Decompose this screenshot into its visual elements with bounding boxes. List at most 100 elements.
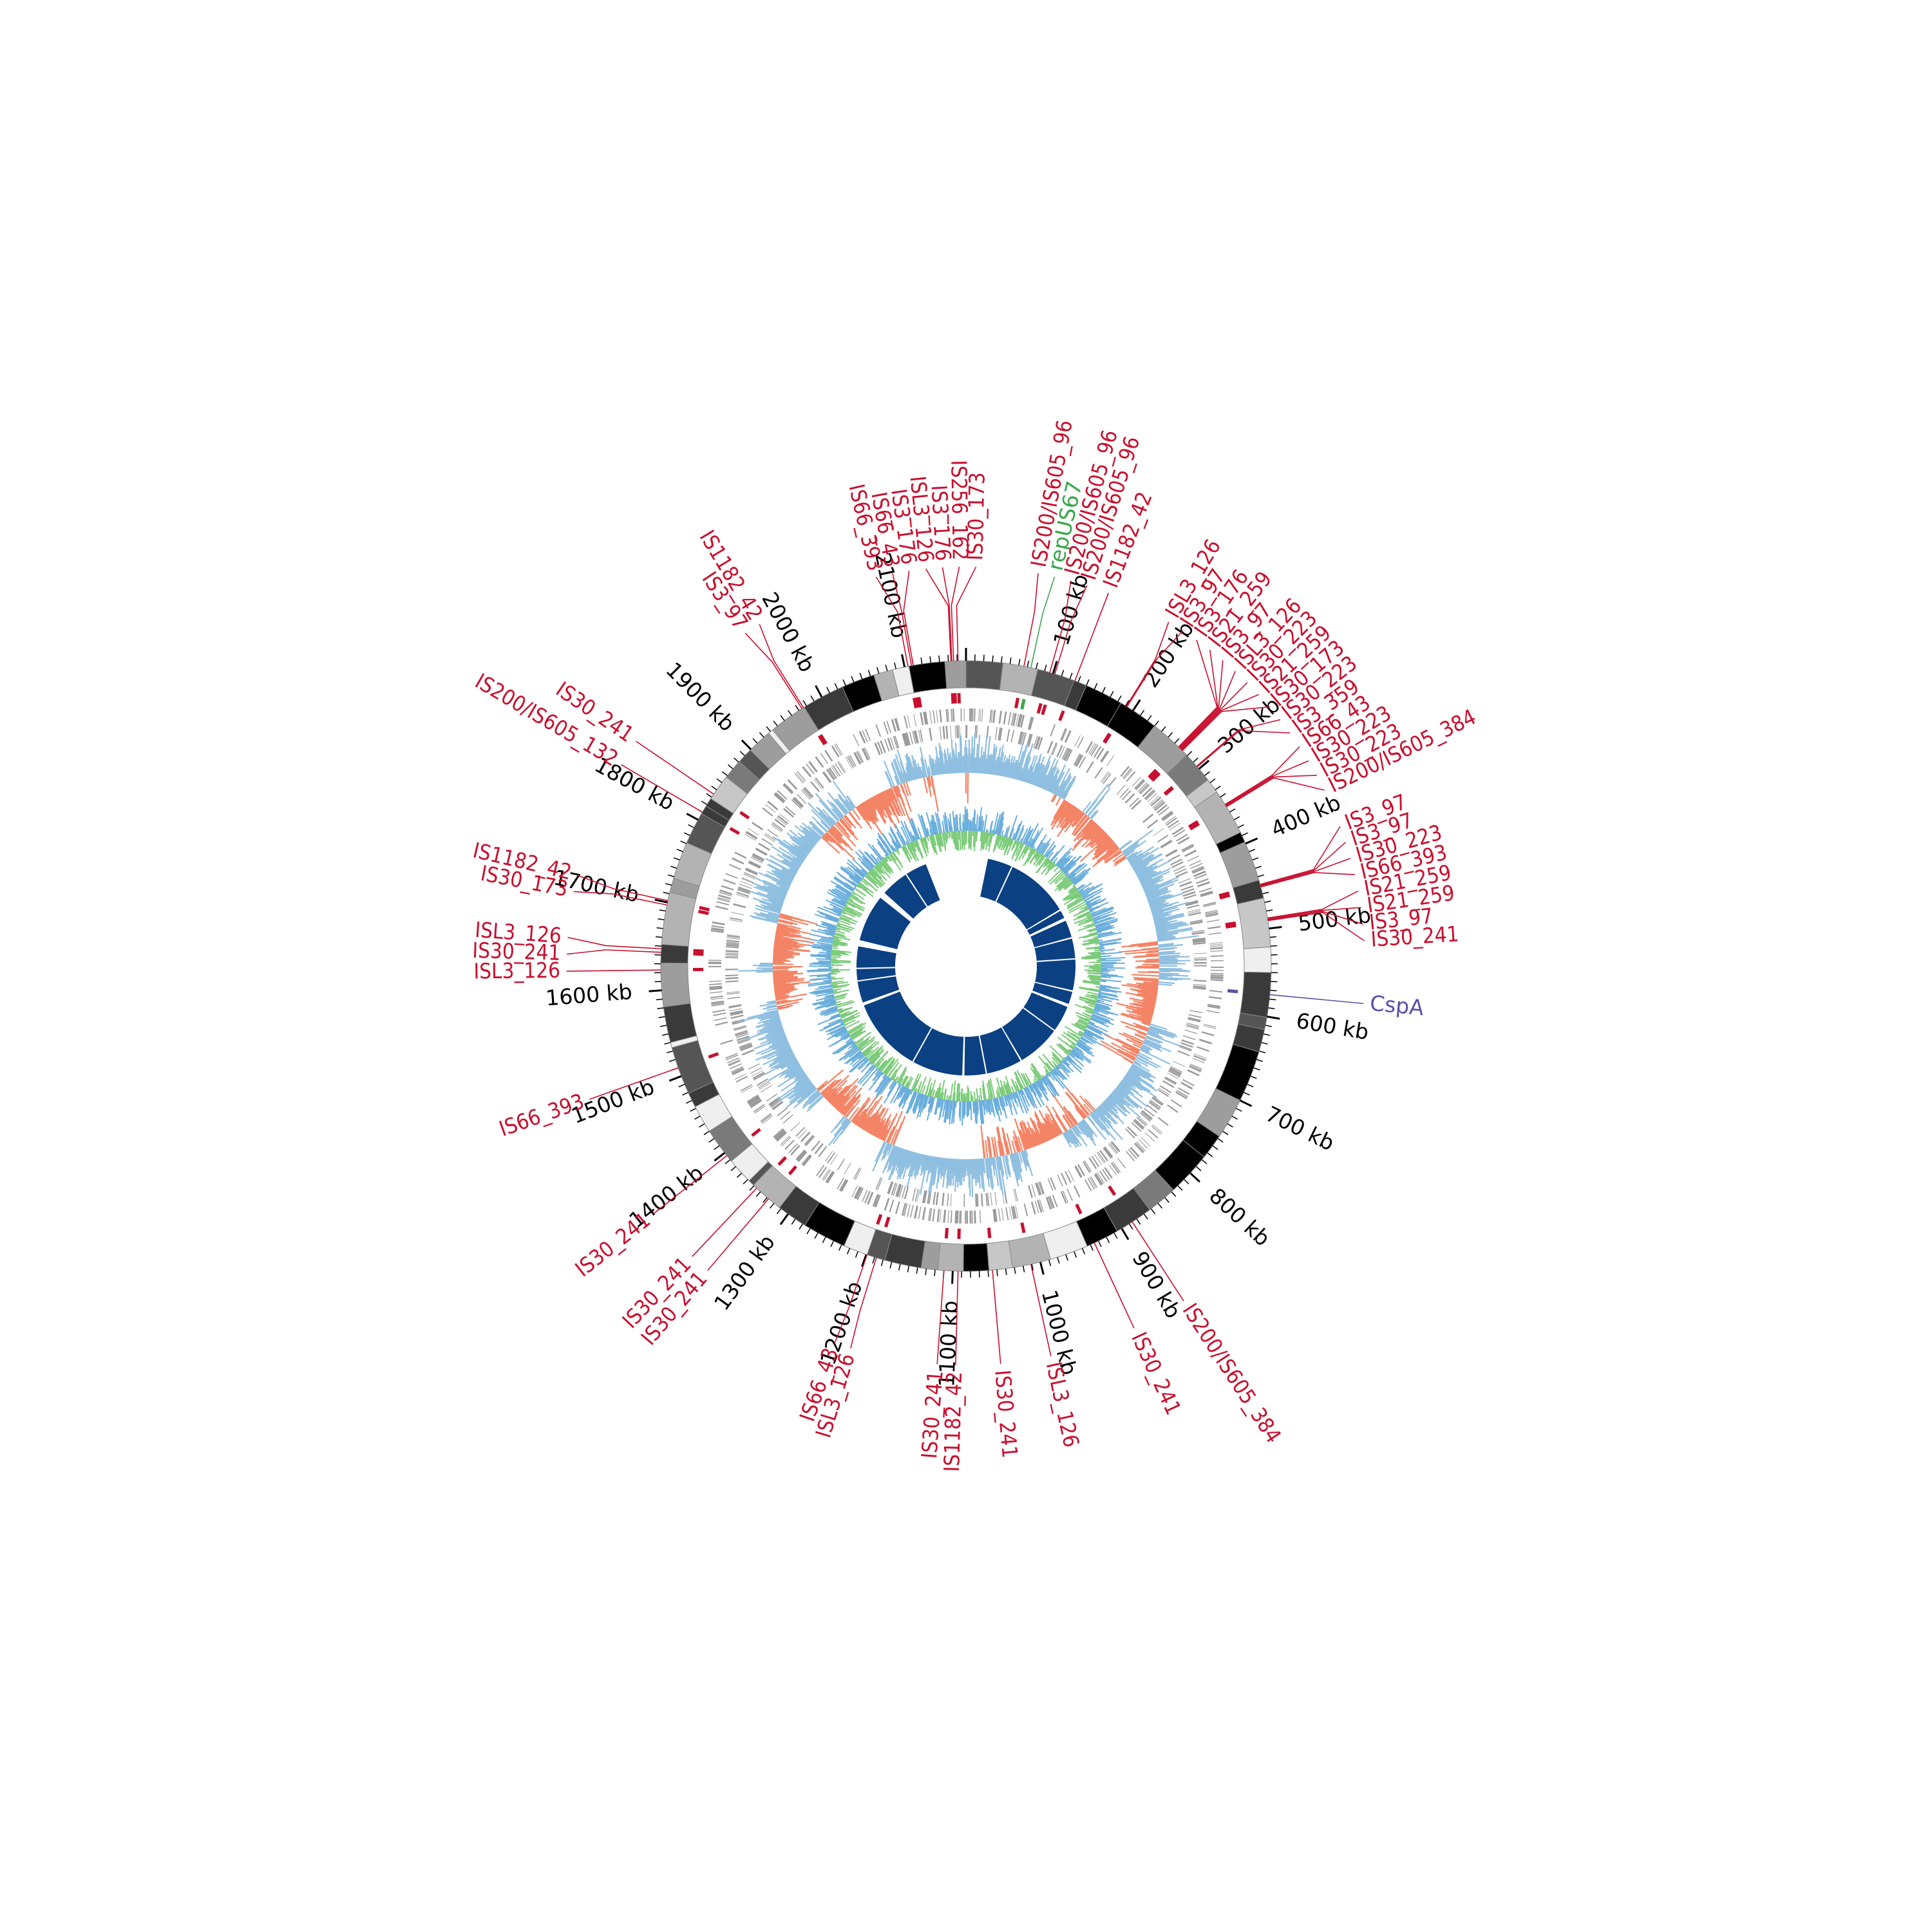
gc-content-bar: [1095, 943, 1100, 945]
gc-content-bar: [974, 831, 977, 851]
gc-skew-bar: [777, 1001, 799, 1008]
gene-feature: [1137, 782, 1148, 792]
gene-feature: [1107, 777, 1117, 788]
gene-feature: [1179, 1045, 1192, 1051]
gc-content-bar: [945, 824, 947, 833]
gc-content-bar: [1087, 1025, 1109, 1037]
gene-feature: [1193, 983, 1206, 986]
gene-feature: [800, 1132, 811, 1142]
scale-tick: [1244, 1092, 1250, 1096]
gene-feature: [1192, 937, 1206, 941]
gene-feature: [736, 1035, 750, 1041]
gc-content-bar: [1005, 825, 1010, 837]
gc-content-bar: [836, 913, 841, 916]
gene-feature: [735, 1033, 749, 1039]
gene-feature: [1177, 837, 1190, 845]
gc-content-bar: [1087, 972, 1101, 975]
gc-content-bar: [880, 1056, 894, 1072]
gc-content-bar: [1030, 839, 1035, 848]
gene-feature: [883, 721, 889, 735]
is-element-mark: [944, 1227, 949, 1239]
gc-content-bar: [1065, 1057, 1082, 1074]
gene-feature: [775, 1130, 786, 1141]
gene-feature: [762, 1115, 773, 1124]
gc-content-bar: [938, 1099, 942, 1108]
gene-feature: [797, 771, 806, 782]
gc-content-bar: [858, 1054, 864, 1060]
scale-tick-label: 1600 kb: [545, 979, 633, 1011]
gene-feature: [895, 1184, 901, 1197]
gc-skew-bar: [808, 821, 824, 836]
gc-content-bar: [1064, 1057, 1068, 1061]
gc-content-bar: [1093, 983, 1101, 986]
gc-content-bar: [876, 1067, 878, 1070]
gene-feature: [851, 1185, 858, 1197]
scale-tick: [668, 1075, 682, 1082]
gc-content-bar: [833, 935, 851, 941]
gc-content-bar: [835, 1001, 841, 1004]
gene-feature: [741, 1049, 755, 1056]
gene-feature: [998, 1208, 1001, 1222]
gene-feature: [1149, 1101, 1160, 1110]
gc-content-bar: [852, 858, 868, 874]
gc-content-bar: [1086, 898, 1101, 907]
gc-content-bar: [879, 861, 889, 873]
gene-feature: [710, 995, 724, 999]
gene-feature: [728, 1060, 741, 1066]
scale-tick: [1264, 900, 1271, 903]
is-element-mark: [1227, 989, 1238, 994]
gc-content-bar: [835, 928, 840, 931]
blast-hit-segment: [1027, 911, 1065, 935]
gene-feature: [1052, 1195, 1058, 1208]
gene-feature: [846, 756, 854, 768]
gene-feature: [1181, 1039, 1195, 1045]
gene-feature: [811, 1140, 820, 1151]
gc-content-bar: [857, 1039, 869, 1048]
gc-content-bar: [892, 1074, 897, 1081]
scale-tick: [1177, 1185, 1183, 1191]
annotation-leader-line: [834, 1255, 868, 1343]
gc-skew-bar: [1022, 1150, 1029, 1167]
gc-content-bar: [1039, 842, 1046, 853]
gene-feature: [1210, 972, 1224, 974]
gene-feature: [1117, 1157, 1126, 1169]
gc-content-bar: [938, 1087, 942, 1099]
gene-feature: [806, 763, 815, 775]
gc-content-bar: [833, 907, 843, 913]
gc-content-bar: [1061, 856, 1077, 871]
scale-tick: [814, 1233, 819, 1239]
scale-tick: [769, 1202, 775, 1209]
gc-skew-bar: [905, 782, 911, 796]
annotation-leader-line: [1126, 621, 1170, 707]
gc-content-bar: [970, 1090, 972, 1101]
gene-feature: [772, 822, 783, 831]
gc-content-bar: [806, 969, 831, 972]
gc-skew-bar: [892, 1122, 903, 1146]
blast-hit-segment: [1030, 920, 1072, 947]
gc-content-bar: [835, 996, 846, 1001]
gc-content-bar: [932, 1089, 936, 1097]
gene-feature: [1019, 732, 1024, 745]
gc-content-bar: [1005, 837, 1009, 848]
gc-content-bar: [1014, 842, 1021, 853]
gc-content-bar: [1084, 1025, 1088, 1028]
gene-feature: [1047, 1178, 1054, 1191]
gc-skew-bar: [1138, 943, 1159, 948]
gc-content-bar: [1050, 864, 1056, 870]
gc-content-bar: [929, 829, 933, 836]
gc-content-bar: [850, 1028, 864, 1037]
gene-feature: [1132, 777, 1142, 787]
gc-content-bar: [833, 940, 848, 945]
annotation-leader-line: [1074, 592, 1109, 681]
gc-skew-bar: [1133, 1022, 1150, 1030]
gene-feature: [822, 1168, 830, 1180]
gc-skew-bar: [823, 1088, 833, 1098]
gc-content-bar: [1048, 869, 1062, 883]
gc-content-bar: [844, 867, 862, 882]
gc-content-bar: [1040, 838, 1052, 854]
is-element-mark: [1020, 1222, 1026, 1233]
gc-content-bar: [942, 832, 945, 841]
gc-content-bar: [931, 820, 936, 835]
gc-content-bar: [868, 1064, 875, 1070]
gene-feature: [1170, 1099, 1182, 1108]
